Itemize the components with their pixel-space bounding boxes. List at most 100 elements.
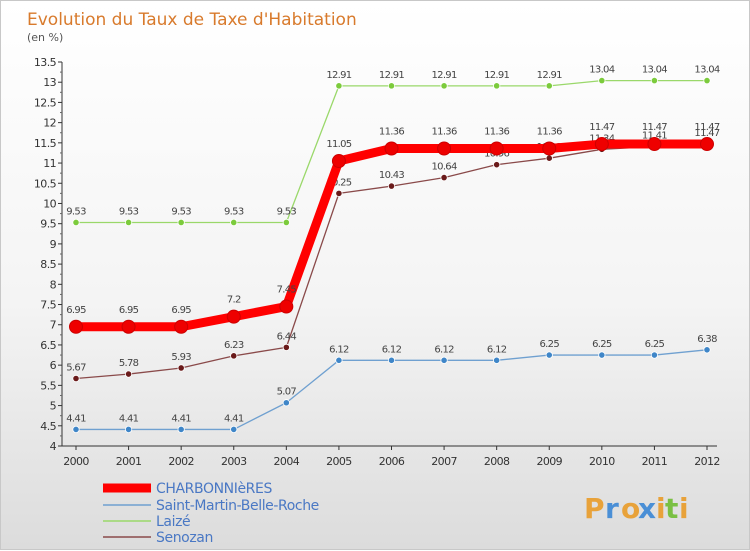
data-point: [335, 189, 343, 197]
data-label: 9.53: [224, 206, 244, 217]
data-label: 11.36: [432, 127, 457, 138]
data-point: [703, 346, 711, 354]
data-point: [230, 218, 238, 227]
data-label: 12.91: [379, 70, 404, 81]
data-label: 5.78: [119, 358, 139, 369]
y-tick-label: 7.5: [40, 299, 56, 312]
data-point: [440, 82, 448, 90]
legend-label: CHARBONNIèRES: [156, 481, 272, 497]
data-label: 11.47: [642, 122, 667, 133]
x-tick-label: 2003: [221, 455, 247, 468]
data-point: [493, 161, 501, 169]
y-tick-label: 10: [43, 197, 56, 210]
logo-letter: r: [605, 492, 619, 525]
data-label: 6.95: [119, 305, 139, 316]
data-point: [700, 137, 714, 152]
y-tick-label: 8.5: [40, 258, 56, 271]
data-label: 4.41: [66, 413, 86, 424]
x-tick-label: 2007: [431, 455, 457, 468]
data-label: 5.67: [66, 362, 86, 373]
x-tick-label: 2010: [589, 455, 615, 468]
x-tick-label: 2009: [536, 455, 562, 468]
data-point: [121, 319, 136, 334]
data-label: 11.47: [694, 122, 719, 133]
y-tick-label: 11.5: [34, 137, 57, 150]
y-tick-label: 7: [50, 319, 57, 332]
data-point: [177, 364, 185, 372]
y-tick-label: 9: [50, 238, 57, 251]
y-tick-label: 9.5: [40, 218, 56, 231]
data-point: [545, 154, 553, 162]
data-point: [72, 425, 80, 434]
series-saint-martin-belle-roche: 4.41 4.41 4.41 4.41 5.07 6.12 6.12 6.12 6.12 6.25…: [66, 334, 718, 434]
data-label: 6.95: [171, 305, 191, 316]
x-tick-label: 2008: [484, 455, 510, 468]
legend-label: Saint-Martin-Belle-Roche: [156, 498, 319, 514]
data-label: 13.04: [642, 65, 667, 76]
data-point: [437, 141, 452, 156]
data-label: 10.43: [379, 170, 404, 181]
data-point: [177, 218, 185, 227]
data-point: [282, 343, 290, 351]
logo-letter: P: [584, 492, 605, 525]
data-point: [177, 425, 185, 434]
x-tick-label: 2002: [168, 455, 194, 468]
data-label: 6.25: [645, 339, 665, 350]
data-label: 12.91: [432, 70, 457, 81]
data-label: 11.36: [537, 127, 562, 138]
data-point: [72, 218, 80, 227]
data-label: 6.44: [277, 331, 297, 342]
data-label: 7.2: [227, 295, 241, 306]
data-label: 9.53: [171, 206, 191, 217]
series-layer: 9.53 9.53 9.53 9.53 9.53 12.91 12.91 12.91 12.91…: [66, 65, 721, 434]
x-tick-label: 2001: [116, 455, 142, 468]
data-label: 6.25: [540, 339, 560, 350]
data-point: [650, 351, 659, 359]
series-charbonni-res: 6.95 6.95 6.95 7.2 7.45 11.05 11.36 11.36 11.36 1…: [66, 122, 721, 334]
data-point: [647, 137, 662, 152]
y-tick-label: 12: [43, 117, 56, 130]
data-point: [594, 137, 609, 152]
y-tick-label: 12.5: [34, 96, 57, 109]
legend-label: Laizé: [156, 514, 190, 530]
x-tick-label: 2006: [379, 455, 405, 468]
data-label: 4.41: [119, 413, 139, 424]
data-label: 6.12: [487, 344, 507, 355]
axes: 4 4.5 5 5.5 6 6.5 7 7.5 8 8.5 9 9.5 10 10.5 11 11.5 12 12…: [34, 56, 720, 468]
data-point: [440, 356, 448, 364]
data-point: [387, 82, 396, 90]
data-label: 5.93: [171, 352, 191, 363]
data-label: 13.04: [589, 65, 614, 76]
data-label: 9.53: [277, 206, 297, 217]
y-tick-label: 11: [43, 157, 56, 170]
data-point: [230, 352, 238, 360]
data-label: 4.41: [171, 413, 191, 424]
data-label: 9.53: [119, 206, 139, 217]
x-tick-label: 2004: [274, 455, 300, 468]
legend-label: Senozan: [156, 530, 213, 546]
data-label: 6.12: [329, 344, 349, 355]
data-point: [282, 399, 290, 407]
data-label: 6.95: [66, 305, 86, 316]
data-point: [598, 351, 606, 359]
data-label: 12.91: [537, 70, 562, 81]
y-tick-label: 6: [50, 359, 57, 372]
data-point: [545, 82, 553, 90]
x-tick-label: 2011: [642, 455, 668, 468]
data-point: [598, 76, 606, 85]
data-label: 13.04: [694, 65, 719, 76]
data-point: [72, 374, 80, 383]
data-point: [545, 351, 553, 359]
data-point: [387, 182, 396, 190]
logo-letter: i: [679, 492, 689, 525]
data-label: 4.41: [224, 413, 244, 424]
data-point: [124, 370, 133, 378]
data-point: [230, 425, 238, 434]
y-tick-label: 13: [43, 76, 56, 89]
data-point: [331, 154, 346, 169]
logo-letter: o: [621, 492, 640, 525]
y-tick-label: 4: [50, 440, 57, 453]
